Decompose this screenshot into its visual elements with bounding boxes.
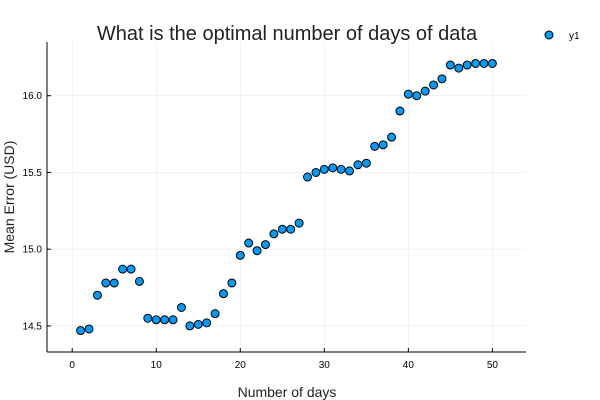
data-point	[311, 167, 321, 177]
tick-labels: 0 10 20 30 40 50 14.5 15.0 15.5 16.0	[23, 91, 499, 371]
data-point	[395, 106, 405, 116]
data-point	[336, 164, 346, 174]
data-point	[471, 58, 481, 68]
data-point	[101, 278, 111, 288]
data-point	[277, 224, 287, 234]
data-point	[445, 60, 455, 70]
data-point	[76, 326, 86, 336]
data-point	[370, 141, 380, 151]
y-tick-label: 14.5	[23, 321, 43, 332]
x-tick-label: 50	[487, 360, 499, 371]
data-point	[109, 278, 119, 288]
data-point	[92, 290, 102, 300]
data-point	[361, 158, 371, 168]
data-point	[210, 309, 220, 319]
data-point	[462, 60, 472, 70]
data-point	[387, 132, 397, 142]
data-point	[345, 166, 355, 176]
data-point	[403, 89, 413, 99]
data-point	[126, 264, 136, 274]
data-point	[252, 246, 262, 256]
data-point	[454, 63, 464, 73]
data-point	[429, 80, 439, 90]
data-point	[160, 315, 170, 325]
y-axis-title: Mean Error (USD)	[1, 141, 17, 254]
data-point	[227, 278, 237, 288]
data-point	[244, 238, 254, 248]
data-point	[218, 289, 228, 299]
data-point	[319, 164, 329, 174]
data-point	[378, 140, 388, 150]
data-point	[202, 318, 212, 328]
data-point	[286, 224, 296, 234]
data-point	[328, 163, 338, 173]
axes	[46, 42, 526, 353]
data-point	[235, 250, 245, 260]
data-point	[176, 302, 186, 312]
data-point	[260, 240, 270, 250]
data-point	[134, 276, 144, 286]
data-points	[76, 58, 497, 336]
data-point	[168, 315, 178, 325]
legend-label: y1	[569, 31, 580, 42]
grid-lines	[47, 42, 526, 352]
data-point	[487, 58, 497, 68]
x-tick-label: 30	[319, 360, 331, 371]
data-point	[193, 319, 203, 329]
chart-title: What is the optimal number of days of da…	[97, 23, 478, 45]
data-point	[479, 58, 489, 68]
y-tick-label: 15.0	[23, 245, 43, 256]
data-point	[269, 229, 279, 239]
x-tick-label: 10	[151, 360, 163, 371]
data-point	[294, 218, 304, 228]
data-point	[143, 313, 153, 323]
data-point	[412, 91, 422, 101]
y-tick-label: 16.0	[23, 91, 43, 102]
x-axis-title: Number of days	[238, 384, 337, 400]
data-point	[420, 86, 430, 96]
data-point	[437, 74, 447, 84]
x-tick-label: 20	[235, 360, 247, 371]
data-point	[353, 160, 363, 170]
data-point	[303, 172, 313, 182]
data-point	[151, 315, 161, 325]
legend-marker	[544, 30, 554, 40]
x-tick-label: 0	[69, 360, 75, 371]
x-tick-label: 40	[403, 360, 415, 371]
data-point	[118, 264, 128, 274]
data-point	[84, 324, 94, 334]
data-point	[185, 321, 195, 331]
y-tick-label: 15.5	[23, 168, 43, 179]
legend: y1	[544, 30, 580, 42]
